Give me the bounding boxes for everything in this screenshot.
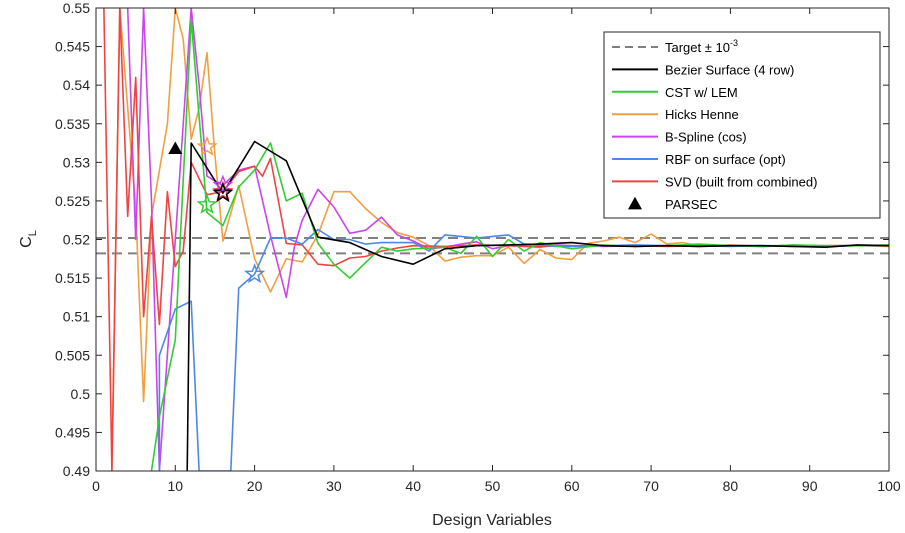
y-tick-label: 0.505 [55,347,90,363]
legend-entry-rbf-on-surface-opt: RBF on surface (opt) [665,152,786,167]
x-tick-label: 60 [564,478,580,494]
y-tick-label: 0.5 [71,386,91,402]
y-tick-label: 0.51 [63,309,90,325]
y-tick-label: 0.515 [55,270,90,286]
star-marker-cst-w-lem [196,193,218,214]
y-tick-label: 0.55 [63,0,90,16]
star-marker-rbf-on-surface-opt [243,263,266,284]
star-marker-bezier-surface-4-row [212,182,234,203]
x-axis-label: Design Variables [432,512,552,529]
legend-box [603,31,881,219]
x-tick-label: 80 [723,478,739,494]
series-line-hicks-henne [111,8,889,471]
legend-entry-bezier-surface-4-row: Bezier Surface (4 row) [665,62,794,77]
series-line-bezier-surface-4-row [186,140,889,471]
x-tick-label: 90 [802,478,818,494]
y-tick-label: 0.53 [63,154,90,170]
y-tick-label: 0.54 [63,77,90,93]
legend-entry-hicks-henne: Hicks Henne [665,107,739,122]
legend-swatch-parsec [628,196,642,210]
x-tick-label: 20 [247,478,263,494]
y-tick-label: 0.525 [55,193,90,209]
x-tick-label: 70 [643,478,659,494]
x-tick-label: 30 [326,478,342,494]
x-tick-label: 40 [405,478,421,494]
star-marker-hicks-henne [196,135,218,156]
y-tick-label: 0.495 [55,424,90,440]
legend-entry-cst-w-lem: CST w/ LEM [665,85,738,100]
y-axis-label-sub: L [27,230,39,236]
y-axis-label: CL [18,230,39,248]
legend-entry-target: Target ± 10-3 [665,38,738,55]
parsec-marker [168,141,183,155]
y-tick-label: 0.52 [63,232,90,248]
legend-entry-b-spline-cos: B-Spline (cos) [665,130,747,145]
star-marker-b-spline-cos [212,174,234,195]
legend-entry-target-sup: -3 [730,38,738,48]
x-tick-label: 0 [92,478,100,494]
x-tick-label: 50 [485,478,501,494]
series-line-cst-w-lem [150,18,889,471]
y-tick-label: 0.545 [55,39,90,55]
legend-entry-parsec: PARSEC [665,197,718,212]
legend-entry-svd-built-from-combined: SVD (built from combined) [665,174,817,189]
x-tick-label: 100 [877,478,901,494]
y-tick-label: 0.535 [55,116,90,132]
x-tick-label: 10 [168,478,184,494]
star-marker-svd-built-from-combined [212,180,234,201]
legend: Target ± 10-3 Bezier Surface (4 row) CST … [603,31,881,219]
y-tick-label: 0.49 [63,463,90,479]
